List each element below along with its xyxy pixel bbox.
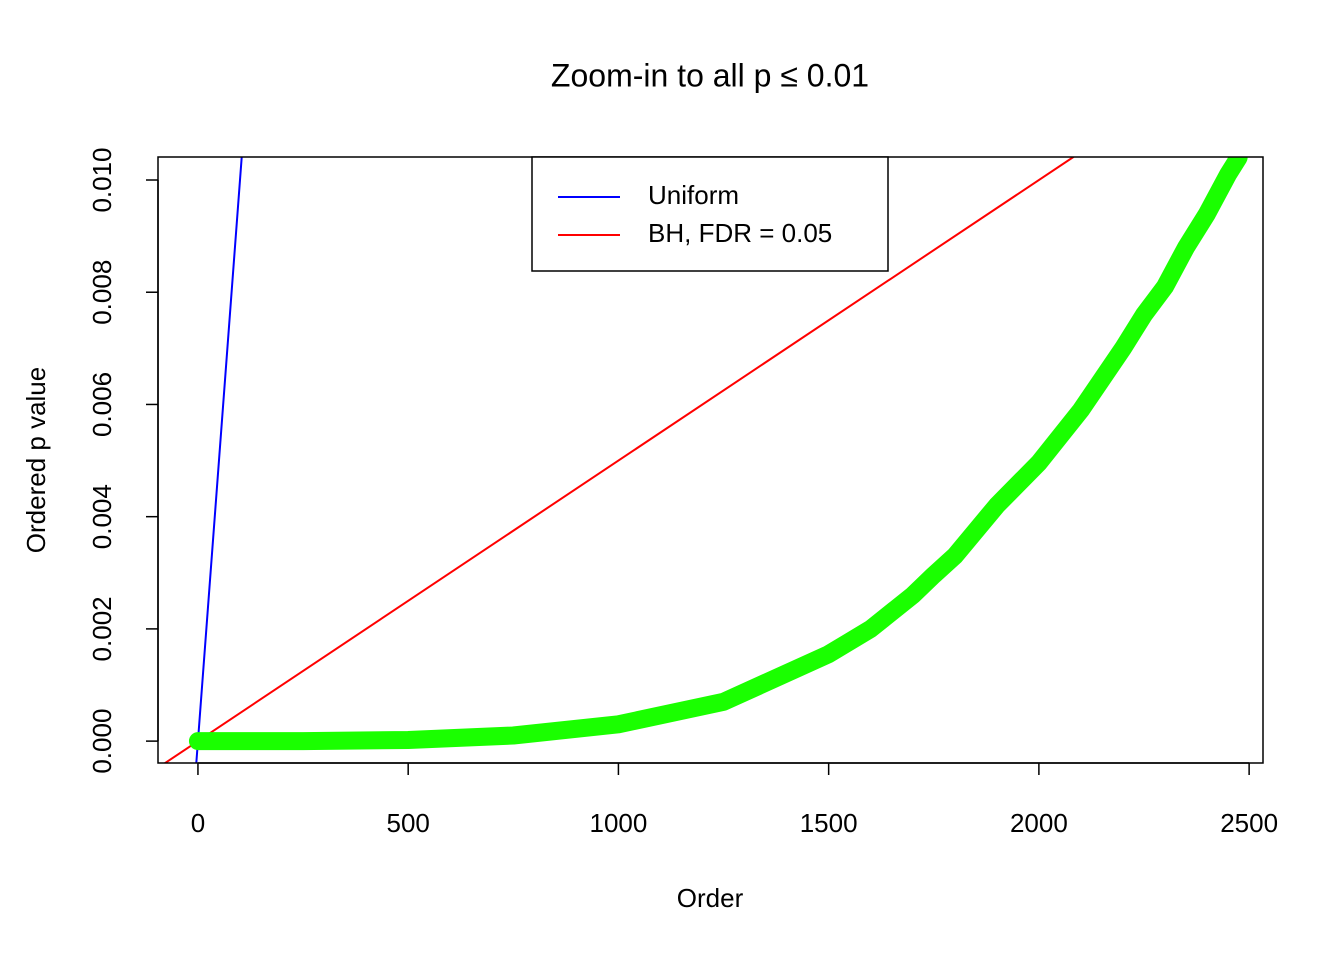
series-line bbox=[163, 157, 1075, 763]
x-tick-label: 500 bbox=[386, 808, 429, 838]
y-axis-label: Ordered p value bbox=[21, 367, 51, 553]
x-tick-label: 2000 bbox=[1010, 808, 1068, 838]
x-tick-label: 0 bbox=[191, 808, 205, 838]
x-tick-label: 2500 bbox=[1220, 808, 1278, 838]
series-line bbox=[188, 157, 1248, 751]
legend-box bbox=[531, 156, 889, 272]
y-tick-label: 0.004 bbox=[87, 484, 117, 549]
y-tick-label: 0.010 bbox=[87, 147, 117, 212]
legend-label: Uniform bbox=[648, 180, 739, 210]
plot-area bbox=[163, 157, 1248, 763]
y-tick-label: 0.008 bbox=[87, 260, 117, 325]
y-tick-label: 0.006 bbox=[87, 372, 117, 437]
y-tick-label: 0.000 bbox=[87, 709, 117, 774]
y-tick-label: 0.002 bbox=[87, 596, 117, 661]
x-tick-label: 1500 bbox=[800, 808, 858, 838]
chart-title: Zoom-in to all p ≤ 0.01 bbox=[551, 57, 869, 93]
x-axis-label: Order bbox=[677, 883, 744, 913]
legend-label: BH, FDR = 0.05 bbox=[648, 218, 832, 248]
series-line bbox=[195, 157, 243, 763]
x-tick-label: 1000 bbox=[589, 808, 647, 838]
